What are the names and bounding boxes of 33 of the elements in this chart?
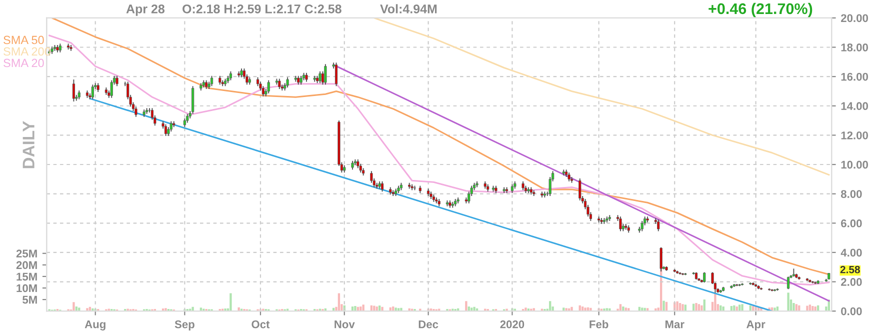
text: SMA 20 <box>4 58 44 68</box>
x-tick-label: Oct <box>252 320 270 328</box>
y-tick-label: 20.00 <box>841 14 868 22</box>
y-tick-label: 10.00 <box>841 160 868 169</box>
series-label: SMA 50 <box>4 36 44 44</box>
annotation: 2.58 <box>840 266 860 274</box>
y-tick-label: 2.00 <box>841 278 862 286</box>
y2-tick-label: 15M <box>16 272 37 281</box>
text: +0.46 (21.70%) <box>708 2 812 18</box>
y-tick-label: 8.00 <box>840 190 862 198</box>
x-tick-label: Dec <box>418 320 438 328</box>
y2-tick-label: 10M <box>16 284 37 292</box>
y-tick-label: 18.00 <box>841 44 868 52</box>
text: Vol:4.94M <box>380 4 437 14</box>
x-tick-label: Sep <box>174 320 194 330</box>
y-tick-label: 4.00 <box>840 248 862 257</box>
y-tick-label: 14.00 <box>841 102 868 110</box>
text: O:2.18 H:2.59 L:2.17 C:2.58 <box>182 4 342 14</box>
y-tick-label: 16.00 <box>841 72 868 81</box>
x-tick-label: 2020 <box>500 320 524 328</box>
text: DAILY <box>22 121 34 168</box>
x-tick-label: Mar <box>665 320 684 328</box>
x-tick-label: Nov <box>334 320 355 328</box>
x-tick-label: Aug <box>84 320 106 330</box>
y-tick-label: 0.00 <box>841 307 862 316</box>
y2-tick-label: 20M <box>16 261 37 270</box>
text: Apr 28 <box>126 4 165 16</box>
y-tick-label: 12.00 <box>841 131 868 140</box>
y2-tick-label: 25M <box>16 250 37 258</box>
y-tick-label: 6.00 <box>841 219 862 228</box>
y2-tick-label: 5M <box>22 296 37 304</box>
x-tick-label: Feb <box>590 320 608 328</box>
x-tick-label: Apr <box>746 320 766 330</box>
